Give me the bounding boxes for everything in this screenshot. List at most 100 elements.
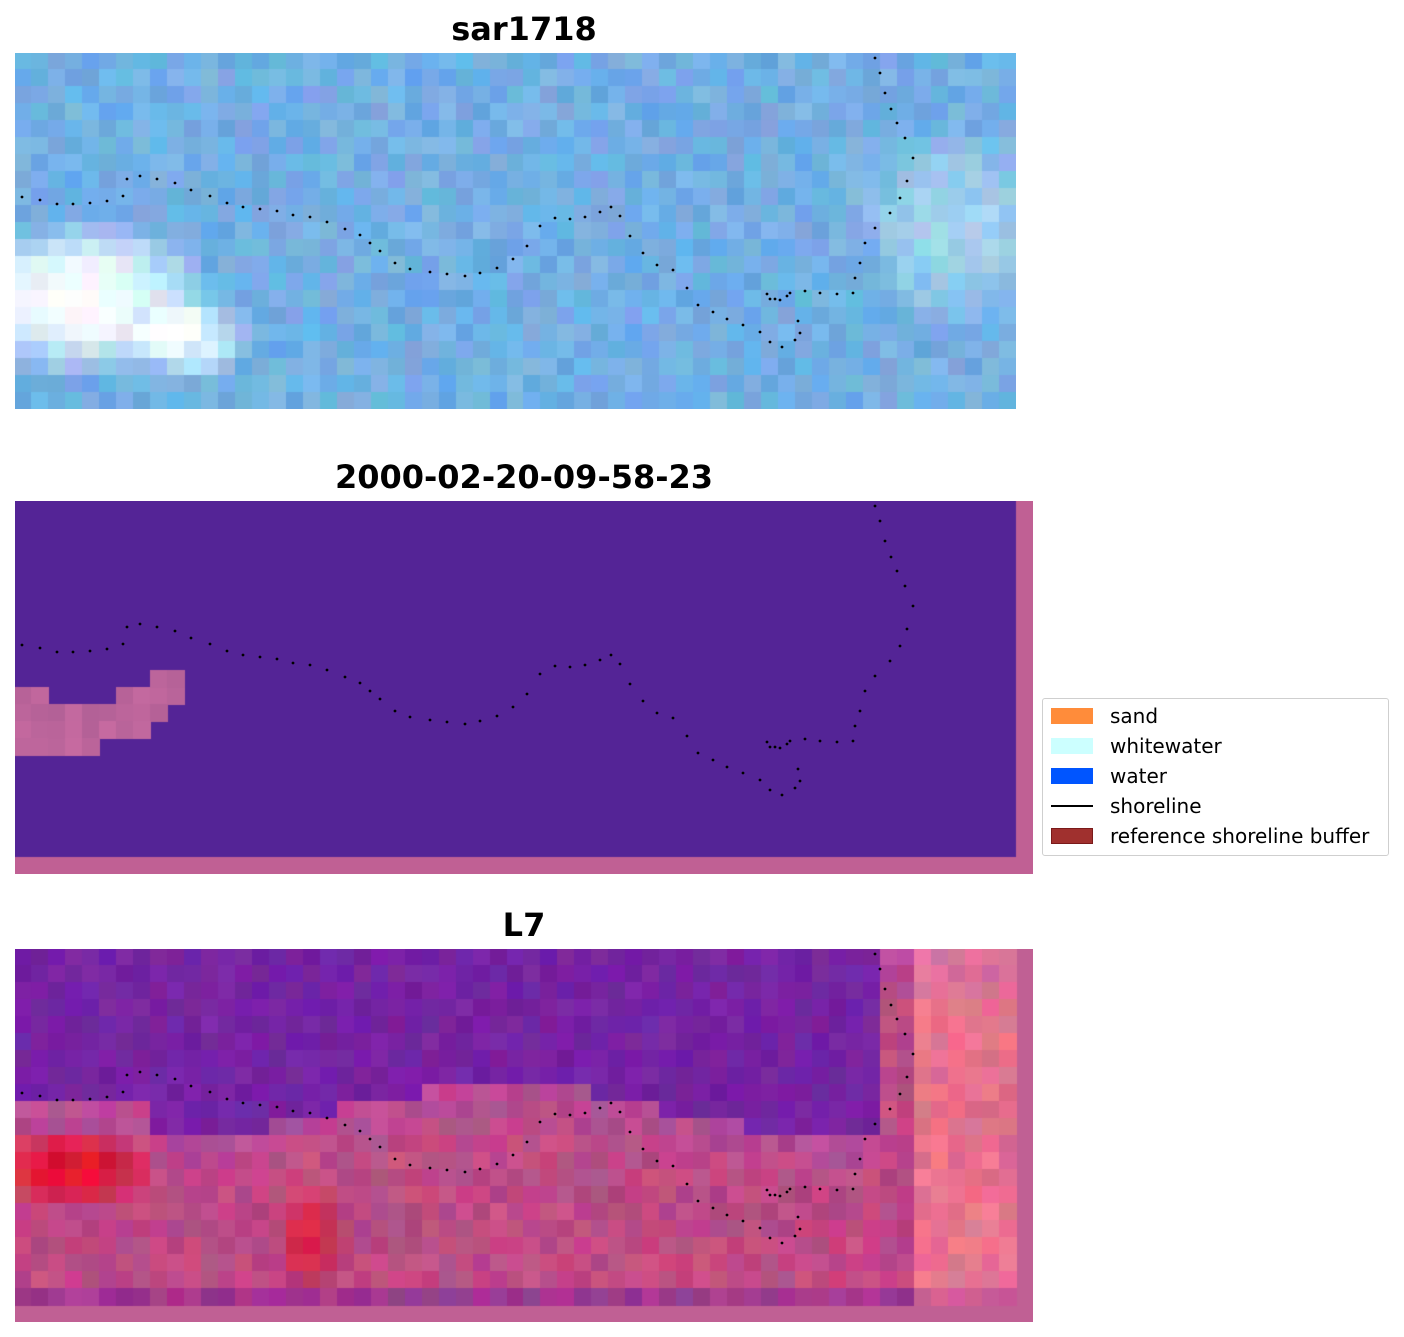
shoreline-point	[858, 709, 862, 713]
shoreline-point	[208, 194, 212, 198]
shoreline-point	[368, 241, 372, 245]
shoreline-point	[898, 196, 902, 200]
rgb-image-panel	[15, 53, 1016, 409]
shoreline-point	[173, 629, 177, 633]
shoreline-point	[463, 1170, 467, 1174]
shoreline-point	[803, 737, 807, 741]
shoreline-point	[38, 198, 42, 202]
shoreline-point	[858, 1157, 862, 1161]
shoreline-point	[796, 767, 800, 771]
legend-label: whitewater	[1110, 734, 1222, 758]
shoreline-point	[125, 177, 129, 181]
shoreline-point	[851, 1187, 855, 1191]
shoreline-point	[20, 643, 24, 647]
shoreline-point	[478, 271, 482, 275]
shoreline-point	[725, 1213, 729, 1217]
shoreline-point	[189, 1084, 193, 1088]
shoreline-point	[685, 286, 689, 290]
shoreline-point	[358, 681, 362, 685]
shoreline-point	[258, 1103, 262, 1107]
shoreline-point	[428, 270, 432, 274]
shoreline-point	[903, 584, 907, 588]
shoreline-point	[628, 1130, 632, 1134]
shoreline-point	[173, 1077, 177, 1081]
shoreline-point	[138, 1070, 142, 1074]
legend-item-whitewater: whitewater	[1051, 734, 1222, 758]
shoreline-point	[671, 716, 675, 720]
shoreline-point	[773, 745, 777, 749]
shoreline-point	[20, 1091, 24, 1095]
shoreline-point	[378, 1145, 382, 1149]
shoreline-point	[291, 213, 295, 217]
shoreline-point	[378, 697, 382, 701]
shoreline-point	[525, 1140, 529, 1144]
shoreline-point	[241, 205, 245, 209]
shoreline-point	[598, 658, 602, 662]
shoreline-point	[883, 539, 887, 543]
shoreline-point	[793, 338, 797, 342]
shoreline-point	[888, 1107, 892, 1111]
shoreline-point	[911, 156, 915, 160]
shoreline-point	[173, 181, 177, 185]
shoreline-point	[835, 1188, 839, 1192]
shoreline-point	[671, 268, 675, 272]
shoreline-point	[788, 1187, 792, 1191]
legend-label: water	[1110, 764, 1167, 788]
shoreline-point	[478, 719, 482, 723]
shoreline-point	[583, 663, 587, 667]
shoreline-point	[155, 625, 159, 629]
shoreline-overlay	[20, 952, 915, 1245]
shoreline-point	[888, 659, 892, 663]
shoreline-point	[38, 646, 42, 650]
shoreline-point	[225, 649, 229, 653]
shoreline-point	[408, 1163, 412, 1167]
shoreline-point	[525, 692, 529, 696]
shoreline-point	[878, 967, 882, 971]
shoreline-point	[308, 663, 312, 667]
shoreline-point	[291, 661, 295, 665]
legend-item-reference-buffer: reference shoreline buffer	[1051, 824, 1369, 848]
panel-title-date: 2000-02-20-09-58-23	[334, 458, 714, 496]
legend-label: reference shoreline buffer	[1110, 824, 1370, 848]
legend-label: sand	[1110, 704, 1159, 728]
shoreline-point	[325, 1116, 329, 1120]
shoreline-overlay	[20, 504, 915, 797]
shoreline-point	[20, 195, 24, 199]
shoreline-point	[368, 1137, 372, 1141]
shoreline-point	[609, 205, 613, 209]
shoreline-point	[796, 319, 800, 323]
shoreline-point	[88, 649, 92, 653]
shoreline-point	[773, 297, 777, 301]
shoreline-point	[598, 1106, 602, 1110]
shoreline-point	[889, 555, 893, 559]
shoreline-point	[325, 220, 329, 224]
shoreline-point	[696, 751, 700, 755]
shoreline-point	[851, 739, 855, 743]
index-image	[15, 949, 1033, 1322]
shoreline-point	[798, 1227, 802, 1231]
shoreline-point	[609, 653, 613, 657]
shoreline-point	[741, 771, 745, 775]
shoreline-point	[905, 179, 909, 183]
shoreline-point	[873, 226, 877, 230]
shoreline-point	[898, 644, 902, 648]
shoreline-point	[911, 1052, 915, 1056]
shoreline-point	[863, 1137, 867, 1141]
legend-swatch-water	[1051, 768, 1093, 784]
shoreline-point	[696, 1199, 700, 1203]
shoreline-point	[863, 689, 867, 693]
shoreline-point	[758, 1226, 762, 1230]
shoreline-point	[125, 625, 129, 629]
panel-title-rgb: sar1718	[451, 10, 597, 48]
shoreline-point	[495, 1162, 499, 1166]
shoreline-point	[628, 682, 632, 686]
shoreline-point	[641, 1147, 645, 1151]
shoreline-point	[798, 331, 802, 335]
shoreline-point	[55, 650, 59, 654]
shoreline-point	[888, 211, 892, 215]
shoreline-point	[853, 1172, 857, 1176]
shoreline-point	[905, 1075, 909, 1079]
shoreline-point	[788, 739, 792, 743]
legend-swatch-reference-buffer	[1051, 828, 1093, 844]
shoreline-point	[71, 202, 75, 206]
